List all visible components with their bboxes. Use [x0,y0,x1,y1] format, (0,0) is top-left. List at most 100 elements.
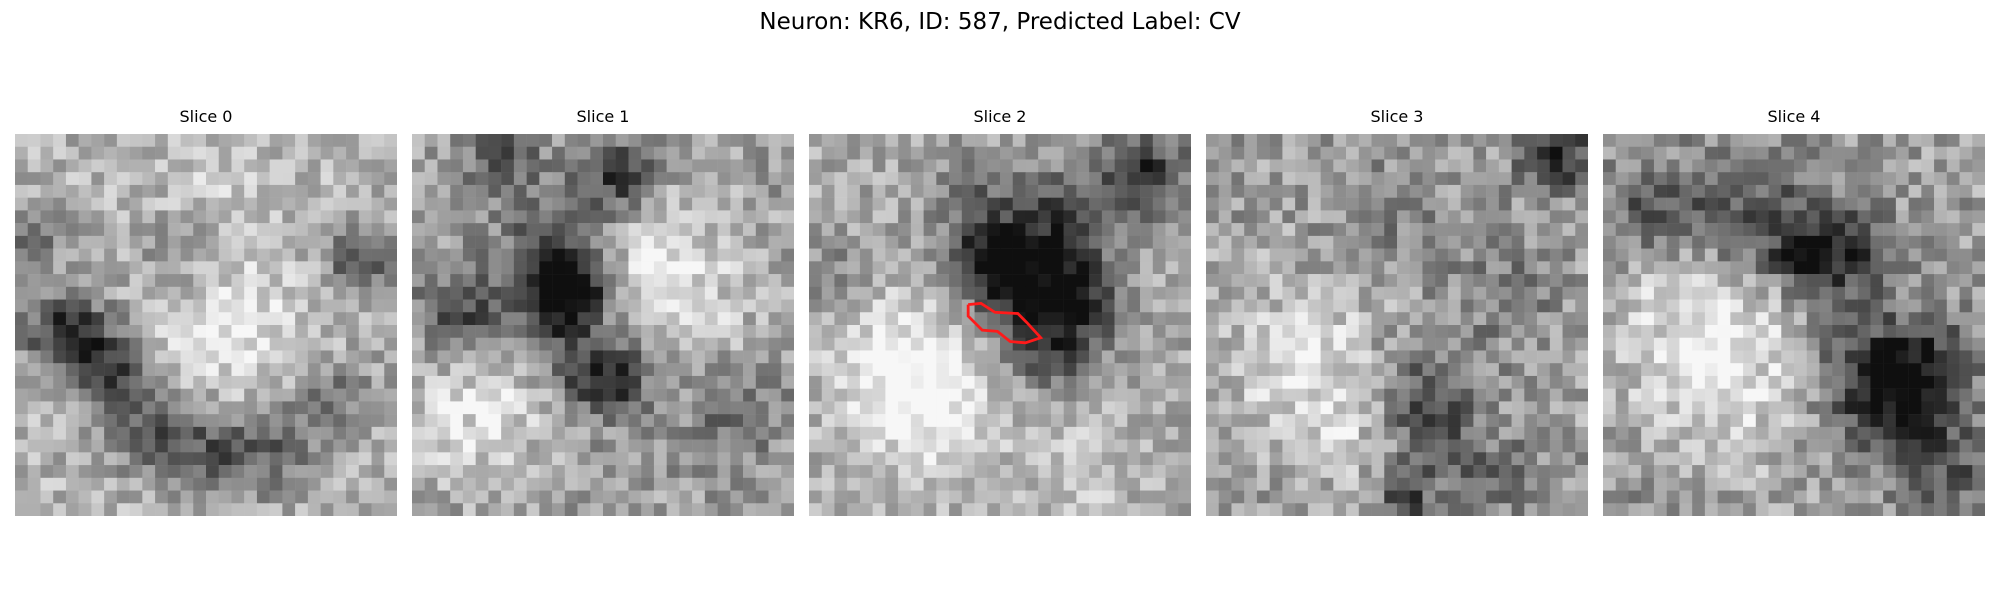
pixel-cell [1486,261,1500,275]
pixel-cell [333,388,347,402]
pixel-cell [526,134,540,147]
pixel-cell [384,146,397,160]
pixel-cell [269,299,283,313]
pixel-cell [269,312,283,326]
pixel-cell [333,325,347,338]
pixel-cell [104,248,118,262]
pixel-cell [1409,235,1423,249]
pixel-cell [256,223,270,237]
pixel-cell [1231,299,1245,313]
pixel-cell [961,159,975,173]
pixel-cell [859,210,873,224]
pixel-cell [1653,223,1667,237]
pixel-cell [1000,414,1013,428]
pixel-cell [1397,172,1410,186]
pixel-cell [1524,503,1538,516]
pixel-cell [1730,184,1744,198]
pixel-cell [1346,477,1360,491]
pixel-cell [295,490,309,504]
pixel-cell [872,274,886,288]
pixel-cell [603,337,616,351]
pixel-cell [1050,223,1064,237]
pixel-cell [692,312,706,326]
pixel-cell [1140,172,1154,186]
slice-panel-2: Slice 2 [809,106,1191,516]
pixel-cell [513,184,527,198]
pixel-cell [564,401,578,415]
pixel-cell [936,490,950,504]
pixel-cell [1921,490,1935,504]
pixel-cell [53,337,67,351]
pixel-cell [295,159,309,173]
pixel-cell [1473,134,1487,147]
pixel-cell [1422,503,1436,516]
pixel-cell [358,223,372,237]
pixel-cell [1537,210,1551,224]
pixel-cell [1114,235,1128,249]
pixel-cell [1562,286,1576,300]
pixel-cell [346,388,360,402]
pixel-cell [437,503,451,516]
pixel-cell [27,325,41,338]
pixel-cell [218,134,232,147]
pixel-cell [1755,248,1769,262]
pixel-cell [1358,184,1372,198]
pixel-cell [1883,439,1897,453]
pixel-cell [437,223,451,237]
pixel-cell [1269,299,1283,313]
pixel-cell [488,375,502,389]
pixel-cell [218,286,232,300]
pixel-cell [1050,363,1064,377]
pixel-cell [1704,197,1718,211]
pixel-cell [1346,465,1360,479]
pixel-cell [167,223,181,237]
pixel-cell [1857,325,1871,338]
pixel-cell [1358,414,1372,428]
pixel-cell [1218,223,1232,237]
pixel-cell [1511,490,1525,504]
pixel-cell [1934,350,1948,364]
pixel-cell [78,286,92,300]
pixel-cell [821,337,835,351]
pixel-cell [475,235,489,249]
pixel-cell [1486,325,1500,338]
pixel-cell [704,439,718,453]
pixel-cell [1063,312,1077,326]
pixel-cell [295,477,309,491]
pixel-cell [193,146,207,160]
pixel-cell [1819,235,1833,249]
pixel-cell [1806,286,1820,300]
pixel-cell [910,312,924,326]
pixel-cell [513,375,527,389]
pixel-cell [142,337,156,351]
pixel-cell [1511,388,1525,402]
pixel-cell [307,235,321,249]
pixel-cell [1959,375,1973,389]
pixel-cell [320,401,334,415]
pixel-cell [590,223,604,237]
pixel-cell [513,210,527,224]
pixel-cell [1934,363,1948,377]
pixel-cell [1615,350,1629,364]
pixel-cell [1409,452,1423,466]
pixel-cell [1244,477,1258,491]
pixel-cell [1256,312,1270,326]
pixel-cell [1704,363,1718,377]
pixel-cell [1755,477,1769,491]
pixel-cell [1755,210,1769,224]
pixel-cell [1178,439,1191,453]
pixel-cell [1165,286,1179,300]
pixel-cell [526,477,540,491]
pixel-cell [1972,146,1985,160]
pixel-cell [1460,197,1474,211]
pixel-cell [53,452,67,466]
pixel-cell [1498,350,1512,364]
pixel-cell [462,312,476,326]
pixel-cell [1870,375,1884,389]
pixel-cell [40,184,54,198]
pixel-cell [679,159,693,173]
pixel-cell [450,465,464,479]
pixel-cell [269,274,283,288]
pixel-cell [1295,350,1309,364]
pixel-cell [1781,452,1795,466]
